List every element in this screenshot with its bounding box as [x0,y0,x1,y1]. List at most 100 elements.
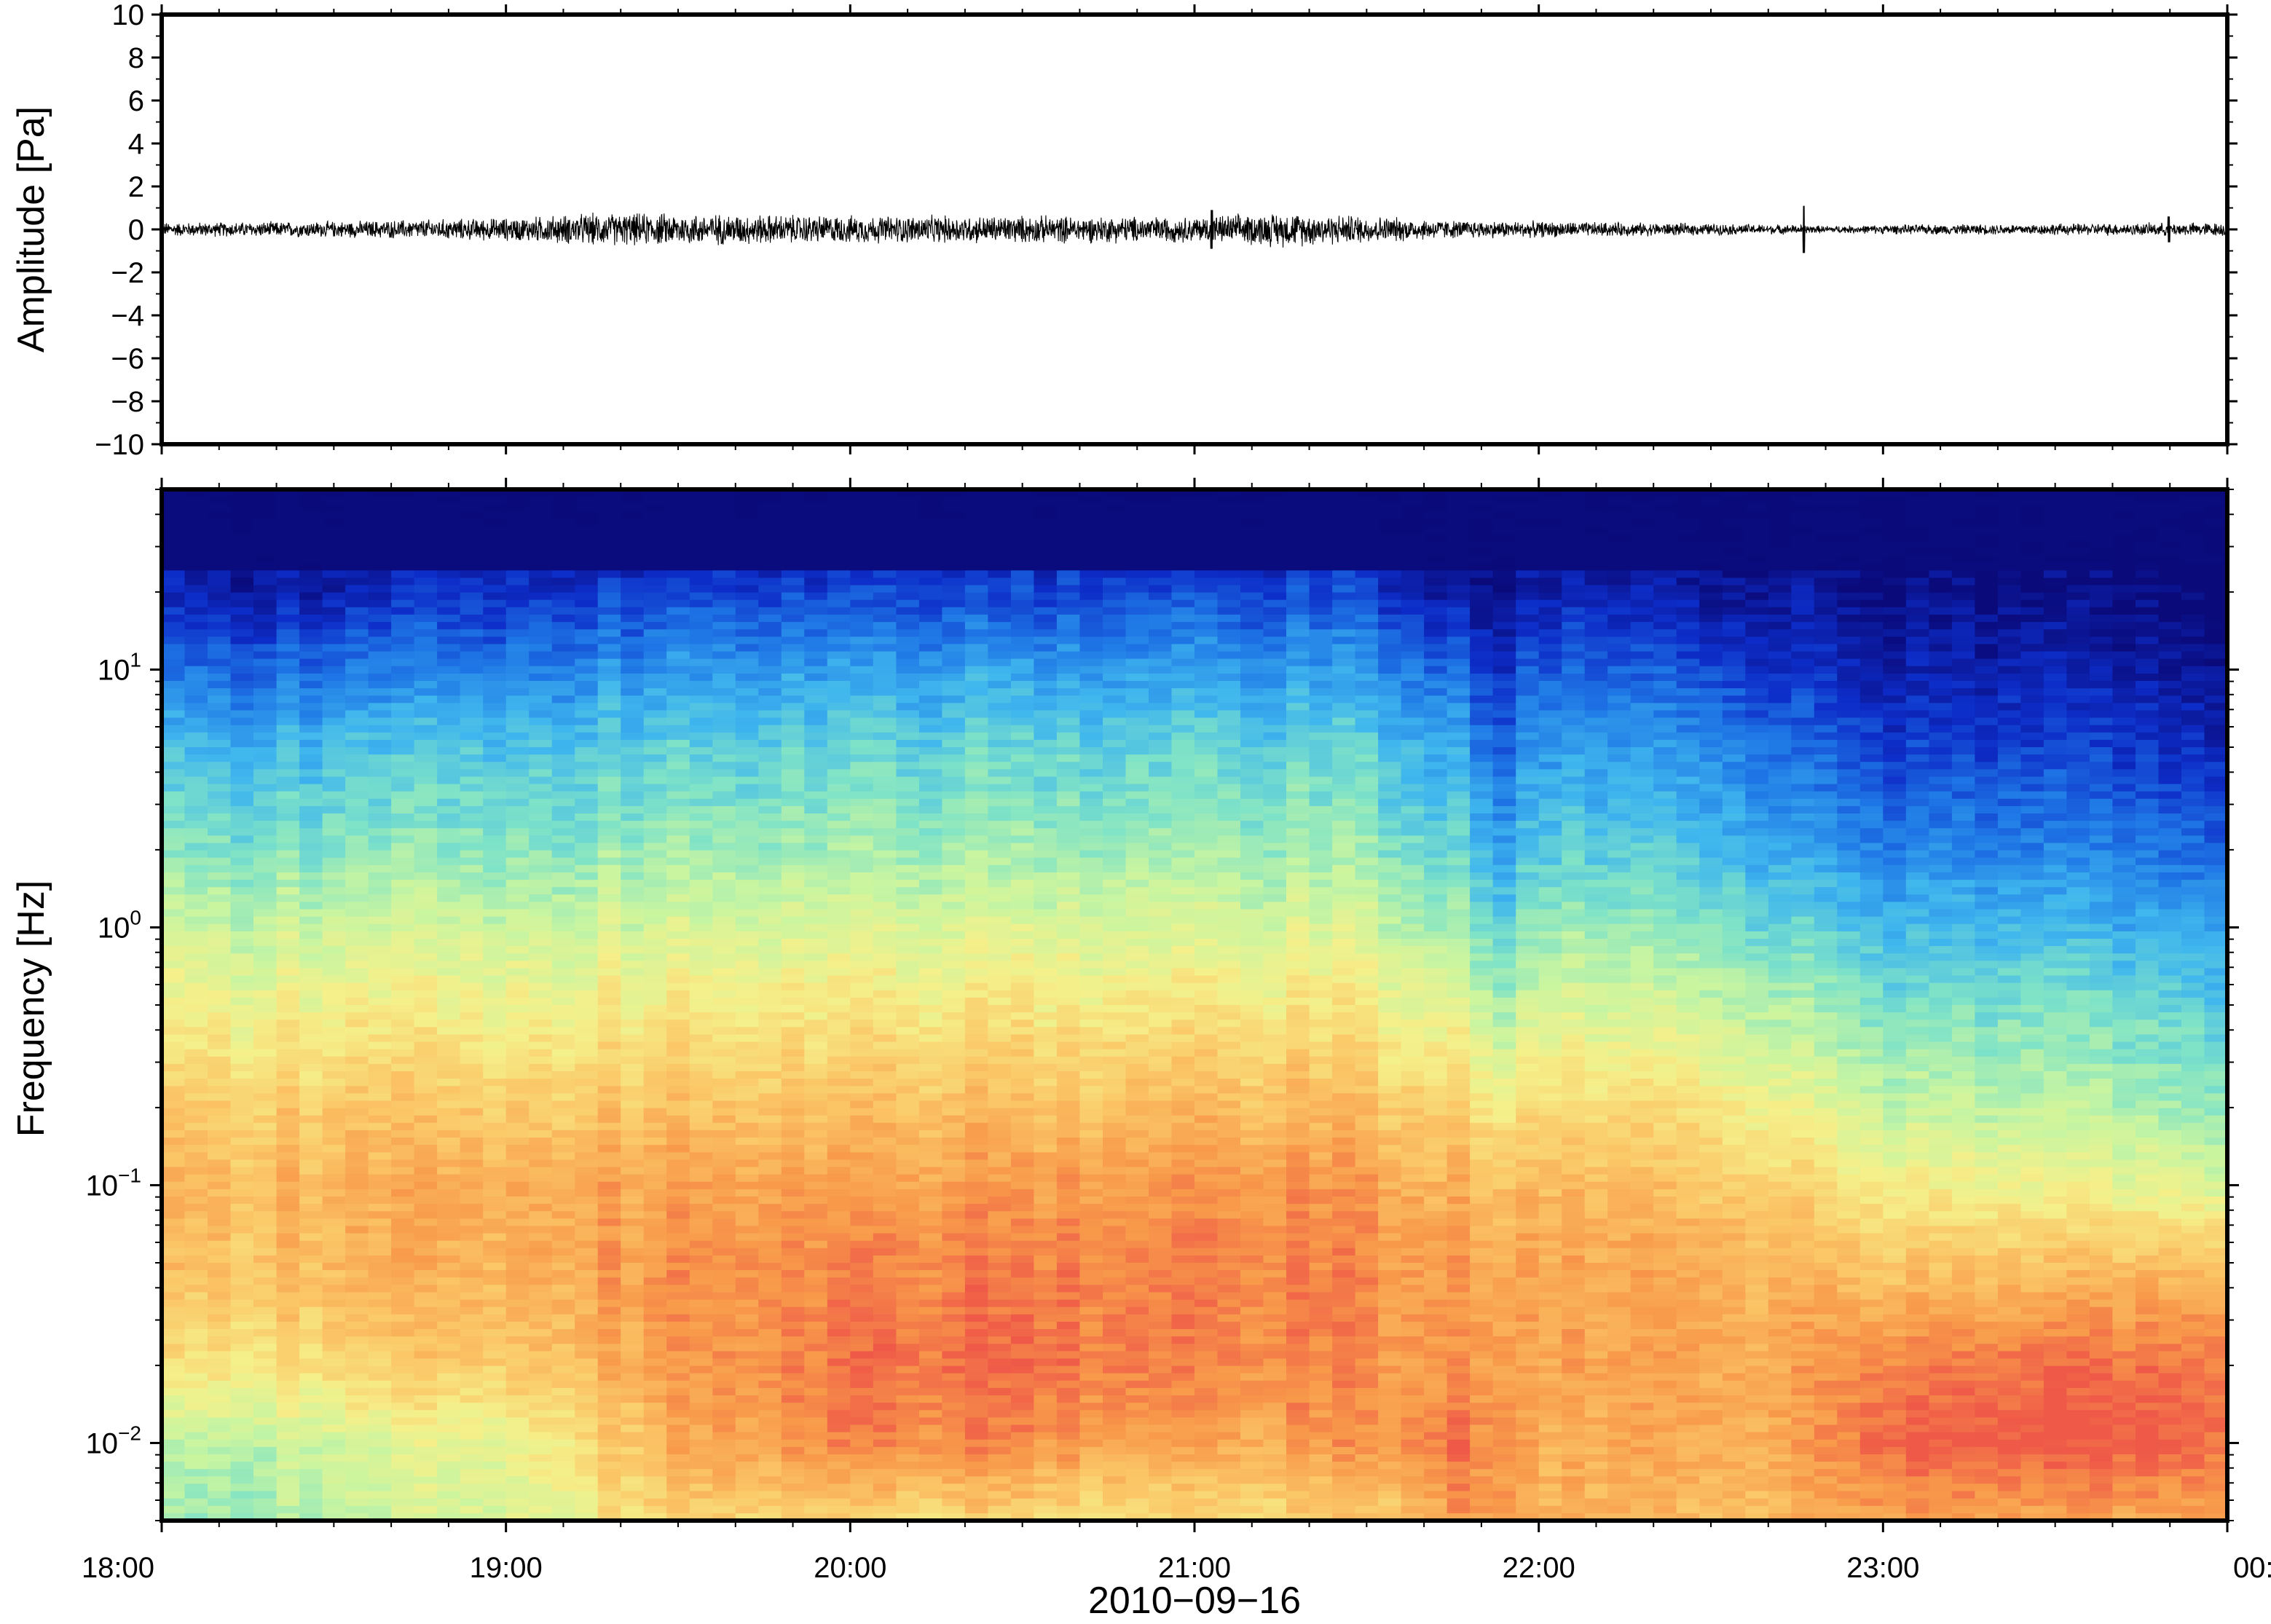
spectrogram-cell [322,1454,346,1462]
spectrogram-cell [345,813,369,821]
spectrogram-cell [460,526,484,535]
spectrogram-cell [345,939,369,947]
spectrogram-cell [322,1167,346,1175]
spectrogram-cell [689,1491,713,1499]
spectrogram-cell [368,1204,392,1212]
spectrogram-cell [184,843,208,851]
spectrogram-cell [942,725,966,733]
spectrogram-cell [827,946,851,954]
spectrogram-cell [575,1233,599,1242]
spectrogram-cell [942,828,966,836]
spectrogram-cell [483,857,507,866]
spectrogram-cell [322,747,346,755]
spectrogram-cell [460,1189,484,1197]
spectrogram-cell [505,1373,530,1381]
spectrogram-cell [804,725,828,733]
spectrogram-cell [781,1079,805,1087]
spectrogram-cell [918,769,942,777]
spectrogram-cell [391,975,415,984]
spectrogram-cell [322,805,346,814]
spectrogram-cell [483,1255,507,1264]
spectrogram-cell [414,828,438,836]
spectrogram-cell [597,1255,621,1264]
spectrogram-cell [322,1005,346,1013]
spectrogram-cell [689,666,713,674]
spectrogram-cell [735,540,759,549]
spectrogram-cell [712,489,736,497]
spectrogram-cell [368,931,392,939]
spectrogram-cell [666,1226,690,1234]
spectrogram-cell [666,1181,690,1190]
spectrogram-cell [322,769,346,777]
spectrogram-cell [689,695,713,703]
spectrogram-cell [345,857,369,866]
spectrogram-cell [621,739,645,748]
spectrogram-cell [597,975,621,984]
spectrogram-cell [758,1469,782,1477]
spectrogram-cell [575,1321,599,1330]
spectrogram-cell [551,1020,575,1028]
spectrogram-cell [345,997,369,1006]
spectrogram-cell [208,1218,232,1226]
spectrogram-cell [414,946,438,954]
spectrogram-cell [850,1071,874,1079]
spectrogram-cell [230,658,254,667]
spectrogram-cell [529,909,553,918]
spectrogram-cell [276,1344,300,1352]
spectrogram-cell [666,688,690,696]
spectrogram-cell [253,1454,278,1462]
spectrogram-cell [621,1255,645,1264]
spectrogram-cell [162,1063,186,1072]
spectrogram-cell [437,1462,461,1470]
spectrogram-cell [575,1108,599,1116]
spectrogram-cell [230,1086,254,1094]
spectrogram-cell [505,754,530,762]
spectrogram-cell [873,578,897,586]
spectrogram-cell [208,1513,232,1521]
spectrogram-cell [873,540,897,549]
spectrogram-cell [529,1079,553,1087]
spectrogram-cell [505,1100,530,1109]
spectrogram-cell [666,909,690,918]
spectrogram-cell [483,1285,507,1293]
spectrogram-cell [368,997,392,1006]
spectrogram-cell [345,1122,369,1131]
spectrogram-cell [850,710,874,719]
spectrogram-cell [827,614,851,623]
spectrogram-cell [666,1041,690,1050]
spectrogram-cell [621,1314,645,1323]
spectrogram-cell [414,725,438,733]
spectrogram-cell [804,1410,828,1418]
spectrogram-cell [299,556,323,564]
spectrogram-cell [529,497,553,505]
spectrogram-cell [942,489,966,497]
spectrogram-cell [391,821,415,829]
spectrogram-cell [505,585,530,594]
spectrogram-cell [437,864,461,873]
spectrogram-cell [322,556,346,564]
spectrogram-cell [276,592,300,601]
spectrogram-cell [597,1387,621,1396]
spectrogram-cell [529,1513,553,1521]
spectrogram-cell [575,1292,599,1301]
spectrogram-cell [368,1063,392,1072]
spectrogram-cell [276,784,300,792]
spectrogram-cell [712,1373,736,1381]
spectrogram-cell [505,1122,530,1131]
spectrogram-cell [781,1263,805,1271]
spectrogram-cell [184,681,208,689]
spectrogram-cell [850,953,874,961]
spectrogram-cell [230,1240,254,1249]
spectrogram-cell [942,1086,966,1094]
spectrogram-cell [689,997,713,1006]
spectrogram-cell [804,585,828,594]
spectrogram-cell [437,636,461,645]
spectrogram-cell [873,1329,897,1337]
spectrogram-cell [942,821,966,829]
spectrogram-cell [918,857,942,866]
spectrogram-cell [162,725,186,733]
spectrogram-cell [414,975,438,984]
spectrogram-cell [621,651,645,660]
spectrogram-cell [414,717,438,726]
spectrogram-cell [804,1159,828,1168]
